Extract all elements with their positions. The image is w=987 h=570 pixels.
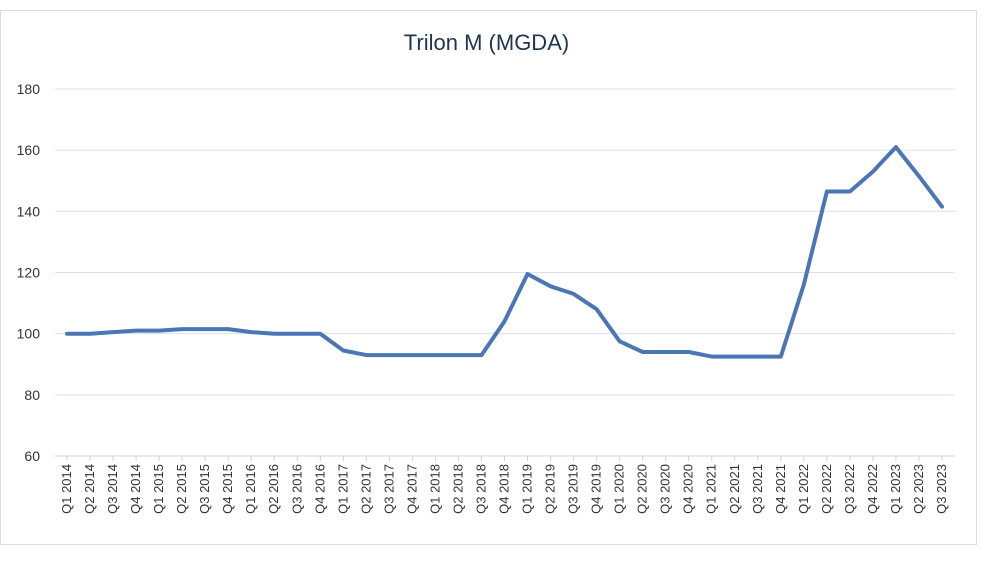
x-tick-label: Q2 2020 [635, 464, 650, 514]
y-tick-label: 140 [17, 203, 41, 219]
x-tick-label: Q3 2015 [197, 464, 212, 514]
x-tick-label: Q3 2014 [105, 464, 120, 514]
x-tick-label: Q1 2022 [796, 464, 811, 514]
x-tick-label: Q3 2018 [473, 464, 488, 514]
x-tick-label: Q1 2020 [612, 464, 627, 514]
x-tick-label: Q1 2019 [520, 464, 535, 514]
x-tick-label: Q3 2019 [566, 464, 581, 514]
x-tick-label: Q3 2016 [289, 464, 304, 514]
x-tick-label: Q2 2017 [358, 464, 373, 514]
x-tick-label: Q1 2021 [704, 464, 719, 514]
x-tick-label: Q1 2017 [335, 464, 350, 514]
x-tick-label: Q2 2019 [543, 464, 558, 514]
x-tick-label: Q2 2014 [82, 464, 97, 514]
y-tick-label: 160 [17, 142, 41, 158]
x-tick-label: Q4 2020 [681, 464, 696, 514]
x-tick-label: Q2 2018 [450, 464, 465, 514]
x-tick-label: Q2 2022 [819, 464, 834, 514]
y-tick-label: 80 [24, 387, 40, 403]
y-axis-ticks: 60 80 100 120 140 160 180 [17, 81, 41, 464]
x-tick-label: Q1 2014 [59, 464, 74, 514]
x-tick-label: Q4 2019 [589, 464, 604, 514]
x-tick-label: Q3 2017 [381, 464, 396, 514]
gridlines [55, 88, 955, 457]
x-tick-label: Q2 2021 [727, 464, 742, 514]
y-tick-label: 60 [24, 448, 40, 464]
x-tick-label: Q3 2022 [842, 464, 857, 514]
x-tick-label: Q1 2016 [243, 464, 258, 514]
x-tick-label: Q3 2023 [934, 464, 949, 514]
x-tick-label: Q4 2018 [497, 464, 512, 514]
x-tick-label: Q1 2018 [427, 464, 442, 514]
x-tick-label: Q3 2020 [658, 464, 673, 514]
x-tick-label: Q3 2021 [750, 464, 765, 514]
series-line [65, 145, 944, 359]
x-tick-label: Q4 2015 [220, 464, 235, 514]
x-tick-label: Q1 2015 [151, 464, 166, 514]
x-tick-label: Q4 2017 [404, 464, 419, 514]
y-tick-label: 100 [17, 326, 41, 342]
x-tick-label: Q2 2015 [174, 464, 189, 514]
y-tick-label: 120 [17, 265, 41, 281]
x-axis-ticks: Q1 2014 Q2 2014 Q3 2014 Q4 2014 Q1 2015 Q2 20… [59, 456, 949, 514]
x-tick-label: Q4 2014 [128, 464, 143, 514]
x-tick-label: Q2 2016 [266, 464, 281, 514]
chart-title: Trilon M (MGDA) [403, 30, 570, 55]
x-tick-label: Q2 2023 [911, 464, 926, 514]
x-tick-label: Q4 2022 [865, 464, 880, 514]
x-tick-label: Q4 2016 [312, 464, 327, 514]
x-tick-label: Q1 2023 [888, 464, 903, 514]
x-tick-label: Q4 2021 [773, 464, 788, 514]
series-layer [65, 145, 944, 359]
y-tick-label: 180 [17, 81, 41, 97]
